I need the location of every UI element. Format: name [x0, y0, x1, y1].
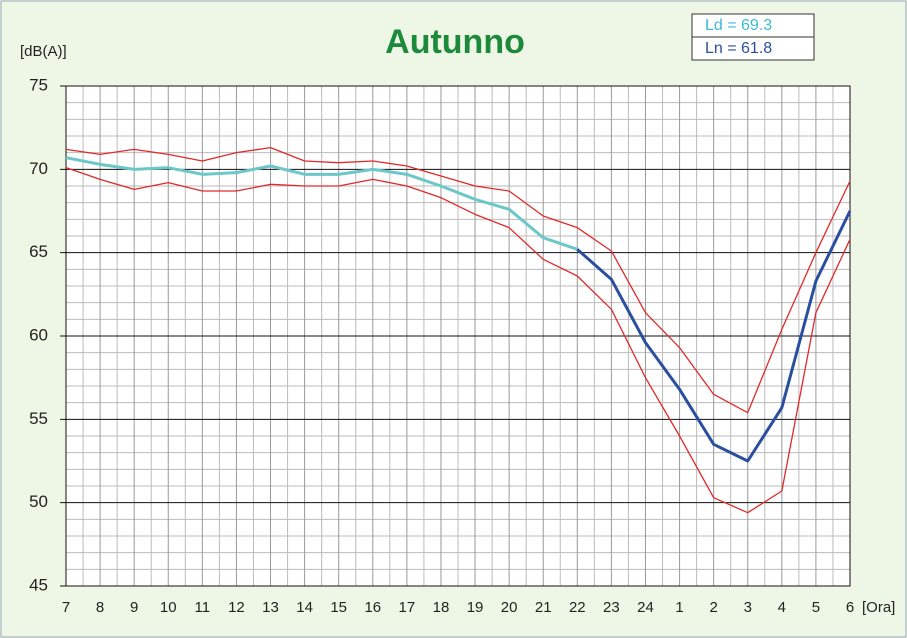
y-tick-label: 70 [29, 159, 48, 178]
x-tick-label: 4 [778, 599, 786, 616]
y-tick-label: 50 [29, 492, 48, 511]
y-tick-label: 75 [29, 75, 48, 94]
data-line [576, 210, 852, 463]
x-tick-label: 15 [330, 599, 347, 616]
x-tick-label: 3 [744, 599, 752, 616]
x-tick-label: 6 [846, 599, 854, 616]
x-tick-label: 22 [569, 599, 586, 616]
x-tick-label: 13 [262, 599, 279, 616]
data-line [65, 156, 578, 251]
x-tick-label: 10 [160, 599, 177, 616]
y-tick-label: 65 [29, 242, 48, 261]
y-tick-label: 60 [29, 325, 48, 344]
x-tick-label: 17 [399, 599, 416, 616]
x-tick-label: 16 [364, 599, 381, 616]
x-tick-label: 20 [501, 599, 518, 616]
legend-entry: Ln = 61.8 [705, 40, 772, 57]
x-tick-label: 8 [96, 599, 104, 616]
y-axis-label: [dB(A)] [20, 43, 67, 60]
x-tick-label: 14 [296, 599, 313, 616]
x-tick-label: 9 [130, 599, 138, 616]
x-tick-label: 18 [433, 599, 450, 616]
x-tick-label: 1 [675, 599, 683, 616]
x-tick-label: 5 [812, 599, 820, 616]
x-tick-label: 19 [467, 599, 484, 616]
y-tick-label: 45 [29, 575, 48, 594]
data-line [65, 147, 851, 414]
legend-entry: Ld = 69.3 [705, 17, 772, 34]
x-tick-label: 24 [637, 599, 654, 616]
data-line [65, 167, 851, 514]
x-tick-label: 11 [195, 599, 211, 616]
x-tick-label: 21 [535, 599, 552, 616]
x-tick-label: 12 [228, 599, 245, 616]
plot-border [65, 85, 851, 587]
chart-title: Autunno [385, 23, 525, 61]
x-tick-label: 23 [603, 599, 620, 616]
y-tick-label: 55 [29, 409, 48, 428]
x-tick-label: 2 [709, 599, 717, 616]
x-axis-label: [Ora] [862, 599, 895, 616]
x-tick-label: 7 [62, 599, 70, 616]
